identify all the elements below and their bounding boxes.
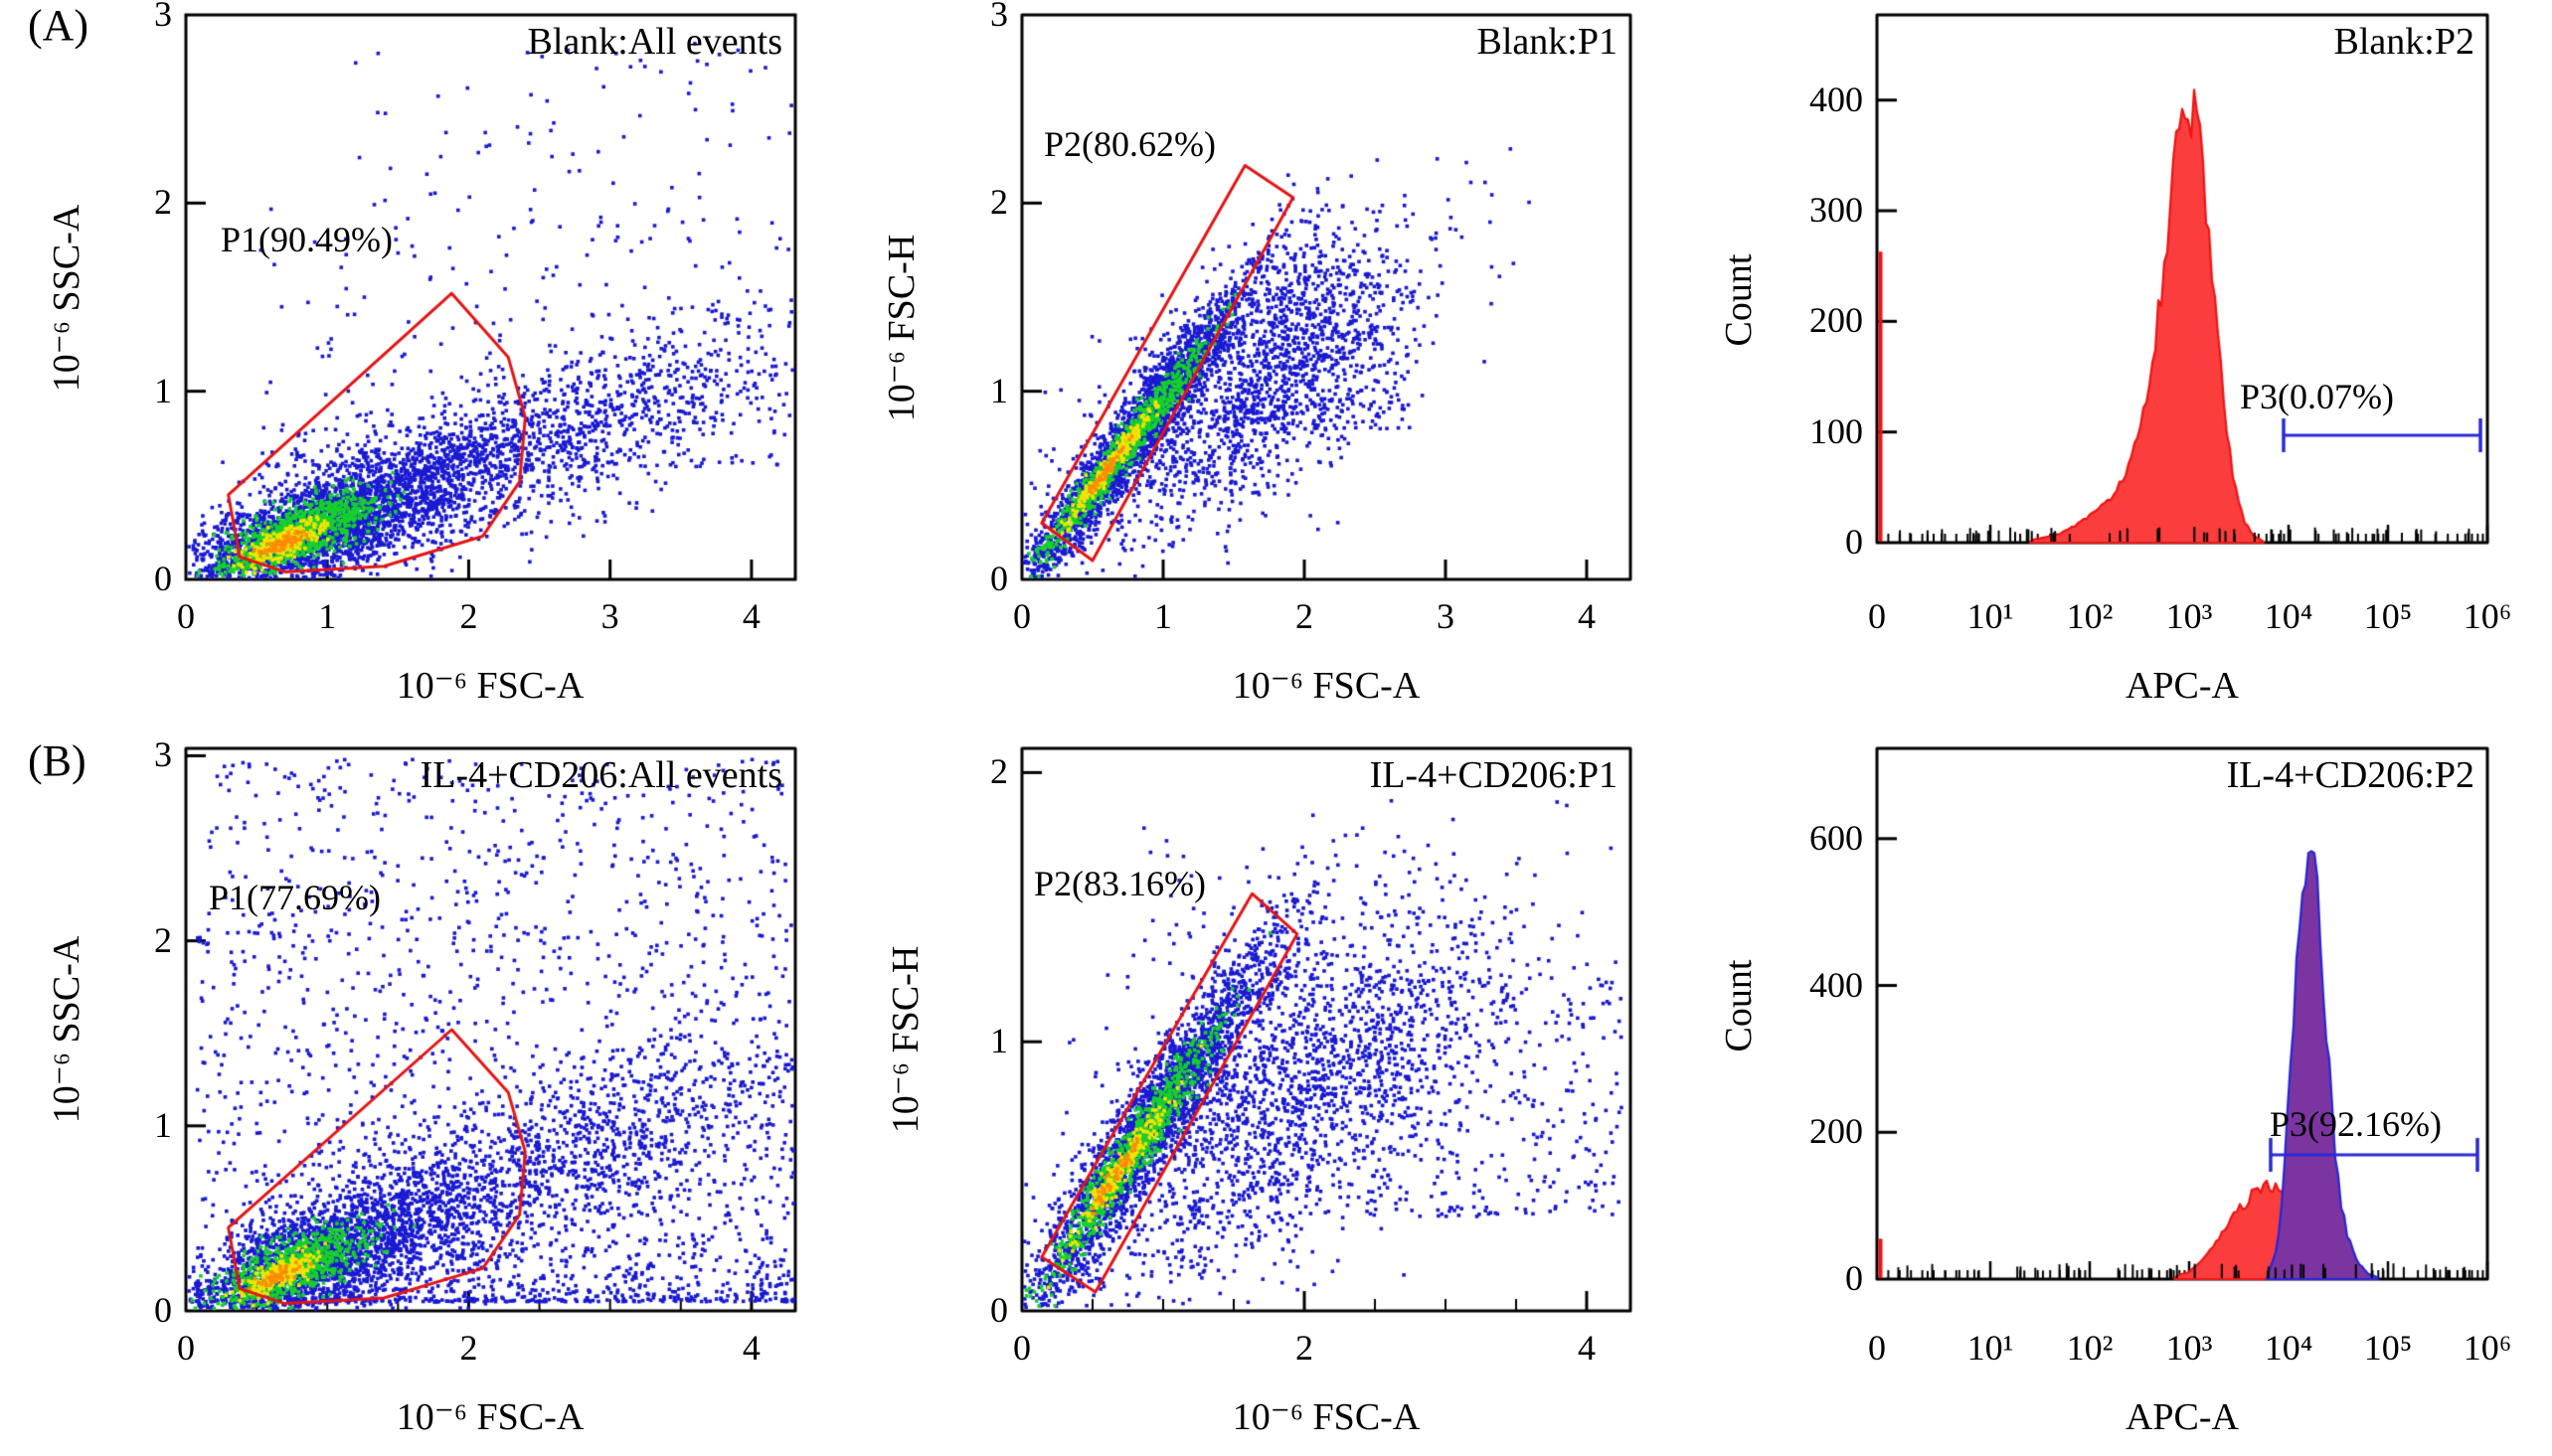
tick-label: 2 — [1294, 596, 1313, 636]
y-axis-title-a2: 10⁻⁶ FSC-H — [881, 234, 924, 422]
gate-label-p3-blank: P3(0.07%) — [2240, 377, 2394, 416]
tick-label: 4 — [1577, 596, 1596, 636]
y-axis-title-a3: Count — [1718, 253, 1761, 347]
panel-title-blank-p2: Blank:P2 — [2333, 21, 2474, 63]
x-axis-title-b3: APC-A — [2125, 1396, 2240, 1438]
row-label-a: (A) — [28, 1, 89, 50]
tick-label: 0 — [990, 1290, 1008, 1331]
tick-label: 100 — [1809, 410, 1863, 451]
gate-label-p3-il4: P3(92.16%) — [2270, 1104, 2442, 1144]
x-axis-title-a1: 10⁻⁶ FSC-A — [396, 665, 585, 707]
y-axis-title-a1: 10⁻⁶ SSC-A — [46, 204, 88, 393]
tick-label: 0 — [154, 559, 172, 599]
tick-label: 4 — [1577, 1328, 1596, 1368]
tick-label: 0 — [1845, 1258, 1863, 1299]
panel-title-il4-p1: IL-4+CD206:P1 — [1369, 754, 1617, 796]
tick-label: 3 — [154, 0, 172, 35]
tick-label: 3 — [1436, 596, 1454, 636]
tick-label: 0 — [990, 559, 1008, 599]
tick-label: 200 — [1809, 300, 1863, 341]
tick-label: 0 — [177, 596, 195, 636]
tick-label: 0 — [1845, 522, 1863, 563]
tick-label: 4 — [742, 596, 761, 636]
tick-label: 1 — [990, 1021, 1008, 1061]
tick-label: 10² — [2066, 1328, 2114, 1368]
tick-label: 1 — [1153, 596, 1172, 636]
x-axis-title-a2: 10⁻⁶ FSC-A — [1232, 665, 1421, 707]
tick-label: 10⁴ — [2264, 1328, 2313, 1368]
tick-label: 3 — [154, 734, 172, 775]
tick-label: 400 — [1809, 79, 1863, 119]
tick-label: 3 — [990, 0, 1008, 35]
tick-label: 2 — [459, 1328, 478, 1368]
x-axis-title-b2: 10⁻⁶ FSC-A — [1232, 1396, 1421, 1438]
tick-label: 2 — [990, 182, 1008, 223]
x-axis-title-b1: 10⁻⁶ FSC-A — [396, 1396, 585, 1438]
tick-label: 10⁵ — [2363, 1328, 2413, 1368]
tick-label: 1 — [990, 370, 1008, 410]
tick-label: 0 — [1868, 1328, 1886, 1368]
tick-label: 2 — [990, 751, 1008, 792]
tick-label: 300 — [1809, 190, 1863, 231]
tick-label: 2 — [154, 182, 172, 223]
tick-label: 4 — [742, 1328, 761, 1368]
tick-label: 2 — [154, 919, 172, 960]
tick-label: 10⁶ — [2463, 1328, 2512, 1368]
y-axis-title-b1: 10⁻⁶ SSC-A — [46, 935, 88, 1124]
gate-label-p1-il4: P1(77.69%) — [209, 878, 381, 917]
tick-label: 10³ — [2165, 596, 2213, 636]
tick-label: 3 — [600, 596, 619, 636]
tick-label: 10¹ — [1966, 596, 2014, 636]
gate-label-p2-blank: P2(80.62%) — [1044, 124, 1216, 164]
tick-label: 10⁶ — [2463, 596, 2512, 636]
gate-label-p1-blank: P1(90.49%) — [221, 220, 393, 259]
panel-title-il4-p2: IL-4+CD206:P2 — [2226, 754, 2474, 796]
tick-label: 600 — [1809, 818, 1863, 859]
tick-label: 10³ — [2165, 1328, 2213, 1368]
tick-label: 10² — [2066, 596, 2114, 636]
panel-title-il4-all-events: IL-4+CD206:All events — [420, 754, 782, 796]
tick-label: 10⁴ — [2264, 596, 2313, 636]
panel-title-blank-p1: Blank:P1 — [1476, 21, 1617, 63]
tick-label: 0 — [1013, 596, 1031, 636]
gate-label-p2-il4: P2(83.16%) — [1034, 864, 1206, 903]
tick-label: 1 — [154, 1105, 172, 1146]
panel-title-blank-all-events: Blank:All events — [527, 21, 782, 63]
tick-label: 2 — [1294, 1328, 1313, 1368]
row-label-b: (B) — [28, 736, 86, 785]
y-axis-title-b3: Count — [1718, 959, 1761, 1052]
tick-label: 0 — [1868, 596, 1886, 636]
tick-label: 1 — [318, 596, 337, 636]
tick-label: 10¹ — [1966, 1328, 2014, 1368]
tick-label: 1 — [154, 370, 172, 410]
tick-label: 0 — [1013, 1328, 1031, 1368]
tick-label: 0 — [177, 1328, 195, 1368]
tick-label: 400 — [1809, 964, 1863, 1005]
x-axis-title-a3: APC-A — [2125, 665, 2240, 707]
tick-label: 200 — [1809, 1111, 1863, 1152]
tick-label: 10⁵ — [2363, 596, 2413, 636]
y-axis-title-b2: 10⁻⁶ FSC-H — [885, 945, 928, 1134]
tick-label: 2 — [459, 596, 478, 636]
tick-label: 0 — [154, 1290, 172, 1331]
